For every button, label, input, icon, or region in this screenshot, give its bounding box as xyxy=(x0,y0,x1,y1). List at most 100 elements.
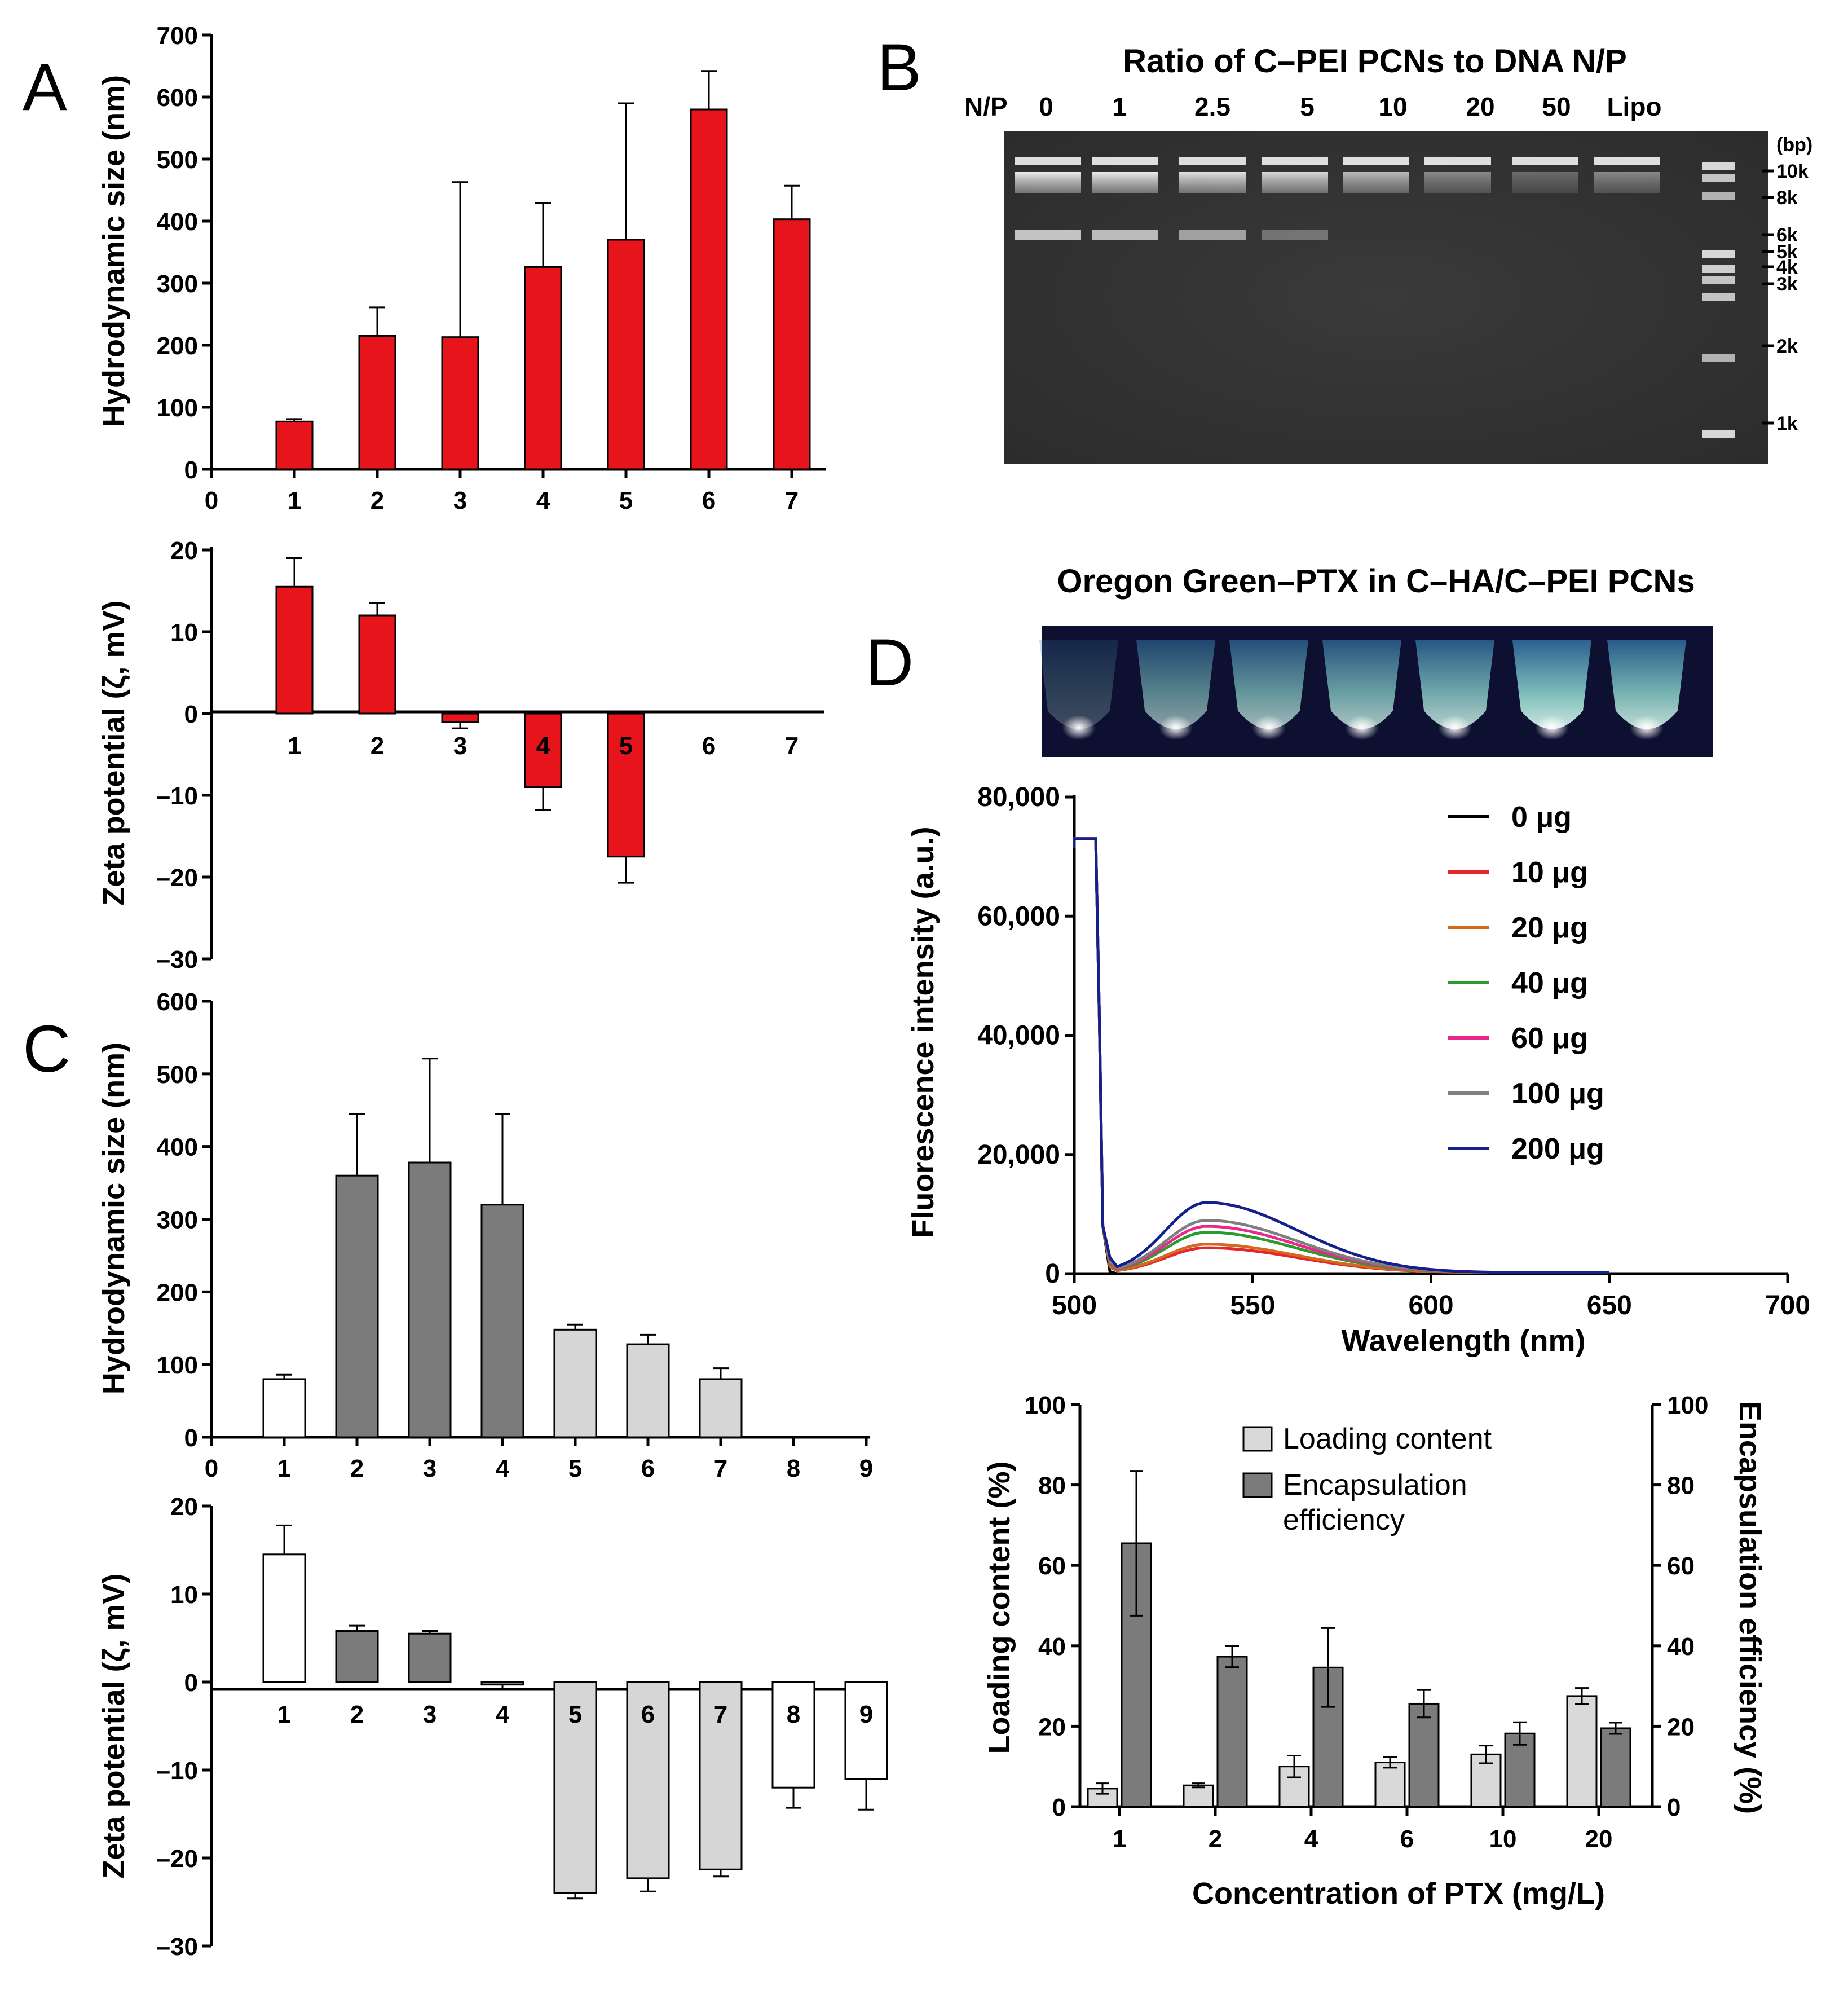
gel-supercoiled-band xyxy=(1092,172,1158,193)
gel-lane-label: 20 xyxy=(1466,92,1494,121)
d-load-legend-label: Encapsulation xyxy=(1283,1469,1467,1502)
gel-well-band xyxy=(1594,157,1660,165)
c-zeta-category-label: 9 xyxy=(859,1701,873,1728)
c-size-ytick-label: 0 xyxy=(184,1424,198,1452)
d-fluor-series-line xyxy=(1073,837,1609,1274)
c-zeta-ytick-label: –30 xyxy=(157,1933,198,1961)
a-zeta-ylabel: Zeta potential (ζ, mV) xyxy=(97,601,131,906)
tube-glow xyxy=(1345,715,1379,740)
d-fluor-legend-label: 200 μg xyxy=(1511,1133,1604,1165)
a-size-xtick-label: 4 xyxy=(536,487,550,514)
c-size-xtick-label: 5 xyxy=(568,1455,582,1482)
c-zeta-bar xyxy=(262,1553,306,1683)
a-size-xtick-label: 3 xyxy=(453,487,467,514)
tube-glow xyxy=(1062,715,1096,740)
gel-linear-band xyxy=(1179,230,1246,240)
c-zeta-bar xyxy=(626,1681,670,1879)
c-size-xtick-label: 1 xyxy=(277,1455,291,1482)
c-size-ytick-label: 200 xyxy=(157,1279,198,1306)
chart-d-fluorescence: 0 20,000 40,000 60,000 80,000 500 550 600 650 70… xyxy=(906,782,1810,1358)
gel-lane-label: 2.5 xyxy=(1194,92,1230,121)
d-load-y2tick-label: 100 xyxy=(1667,1392,1708,1419)
d-load-y2tick-label: 40 xyxy=(1667,1633,1695,1661)
c-size-xtick-label: 9 xyxy=(859,1455,873,1482)
a-zeta-ytick-label: 10 xyxy=(170,619,198,646)
d-load-category-label: 4 xyxy=(1304,1825,1318,1853)
gel-lane-label: Lipo xyxy=(1607,92,1661,121)
a-size-bar xyxy=(358,335,396,470)
d-fluor-xtick-label: 650 xyxy=(1587,1291,1632,1320)
d-fluor-series-line xyxy=(1073,837,1609,1275)
c-size-bar xyxy=(626,1343,670,1438)
panel-label-b: B xyxy=(877,30,921,105)
d-load-bar xyxy=(1408,1702,1440,1808)
d-load-category-label: 6 xyxy=(1400,1825,1414,1853)
d-fluor-ytick-label: 40,000 xyxy=(977,1021,1060,1051)
d-load-bar xyxy=(1600,1727,1631,1808)
d-load-bar xyxy=(1566,1695,1598,1808)
d-fluor-series-line xyxy=(1073,837,1609,1274)
d-load-ytick-label: 20 xyxy=(1038,1713,1066,1741)
gel-supercoiled-band xyxy=(1262,172,1328,193)
c-zeta-bar xyxy=(699,1681,743,1870)
panel-label-a: A xyxy=(23,50,67,125)
chart-d-loading: 0 0 20 20 40 40 60 60 80 80 100 100 1 2 4 6 10 20 Loadin… xyxy=(982,1392,1767,1910)
gel-marker-label: 2k xyxy=(1776,336,1798,357)
a-size-bar xyxy=(441,336,479,470)
a-size-bar xyxy=(773,218,811,470)
c-size-xtick-label: 7 xyxy=(714,1455,727,1482)
a-size-ytick-label: 500 xyxy=(157,146,198,174)
a-zeta-ytick-label: 20 xyxy=(170,537,198,565)
c-size-bar xyxy=(480,1204,524,1438)
d-load-legend-label: efficiency xyxy=(1283,1504,1405,1536)
a-size-ytick-label: 0 xyxy=(184,456,198,484)
tube-glow xyxy=(1252,715,1286,740)
d-fluor-xtick-label: 550 xyxy=(1230,1291,1275,1320)
d-load-ytick-label: 0 xyxy=(1052,1794,1066,1821)
gel-supercoiled-band xyxy=(1512,172,1578,193)
tube-glow xyxy=(1438,715,1472,740)
d-load-bar xyxy=(1216,1656,1248,1808)
gel-marker-label: 10k xyxy=(1776,161,1809,182)
d-load-category-label: 1 xyxy=(1113,1825,1126,1853)
gel-marker-label: 6k xyxy=(1776,224,1798,246)
gel-ladder-band xyxy=(1702,174,1735,182)
gel-ladder-band xyxy=(1702,430,1735,438)
c-zeta-bar xyxy=(844,1681,888,1780)
d-fluor-ylabel: Fluorescence intensity (a.u.) xyxy=(906,826,940,1238)
gel-well-band xyxy=(1424,157,1491,165)
c-zeta-ytick-label: –10 xyxy=(157,1757,198,1785)
a-size-xtick-label: 0 xyxy=(205,487,218,514)
gel-marker-label: 8k xyxy=(1776,187,1798,209)
c-zeta-category-label: 3 xyxy=(423,1701,436,1728)
gel-lane-label: 5 xyxy=(1300,92,1315,121)
d-load-category-label: 2 xyxy=(1209,1825,1222,1853)
gel-panel: Ratio of C–PEI PCNs to DNA N/P N/P 0 1 2.5… xyxy=(964,43,1812,464)
c-size-ytick-label: 600 xyxy=(157,988,198,1016)
d-fluor-series-line xyxy=(1073,837,1609,1274)
gel-marker-label: 5k xyxy=(1776,241,1798,263)
d-load-y2tick-label: 60 xyxy=(1667,1552,1695,1580)
c-size-xtick-label: 8 xyxy=(787,1455,800,1482)
d-load-category-label: 20 xyxy=(1585,1825,1613,1853)
d-fluor-xtick-label: 700 xyxy=(1765,1291,1810,1320)
chart-c-size: 0 100 200 300 400 500 600 0 1 2 3 4 5 6 7 8 9 Hydrodyna… xyxy=(97,988,873,1482)
a-zeta-category-label: 6 xyxy=(702,732,716,760)
a-size-ytick-label: 100 xyxy=(157,394,198,422)
d-fluor-ytick-label: 0 xyxy=(1045,1259,1060,1289)
c-size-xtick-label: 2 xyxy=(350,1455,364,1482)
d-load-y2tick-label: 80 xyxy=(1667,1472,1695,1500)
a-zeta-ytick-label: –20 xyxy=(157,864,198,892)
a-zeta-category-label: 3 xyxy=(453,732,467,760)
gel-linear-band xyxy=(1092,230,1158,240)
gel-ladder-band xyxy=(1702,276,1735,284)
c-size-ytick-label: 100 xyxy=(157,1351,198,1379)
d-fluor-series-line xyxy=(1073,837,1609,1274)
gel-well-band xyxy=(1179,157,1246,165)
c-size-xtick-label: 6 xyxy=(641,1455,655,1482)
d-fluor-xtick-label: 600 xyxy=(1408,1291,1453,1320)
chart-c-zeta: 20 10 0 –10 –20 –30 1 2 3 4 5 6 7 8 9 Zeta potential … xyxy=(97,1493,888,1961)
a-zeta-category-label: 4 xyxy=(536,732,550,760)
gel-marker-label: 4k xyxy=(1776,257,1798,278)
